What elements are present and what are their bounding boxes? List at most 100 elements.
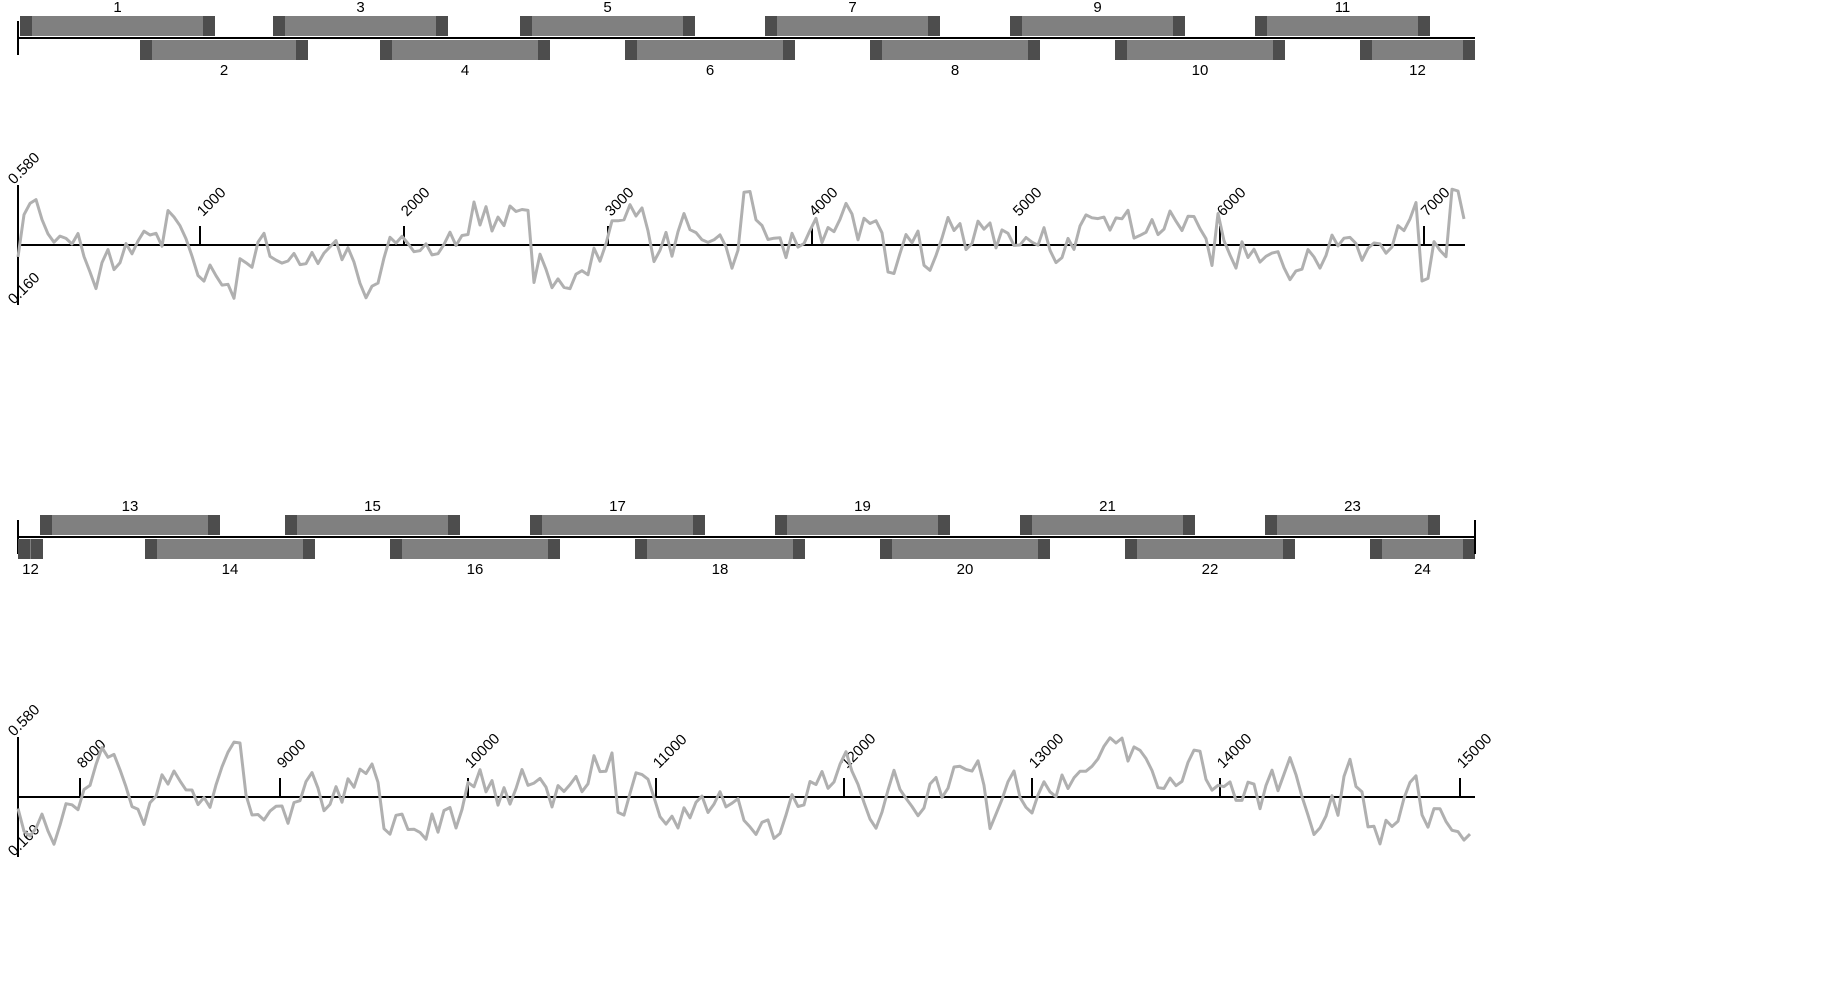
exon-label: 20 <box>957 561 974 578</box>
xtick-label: 10000 <box>462 730 504 772</box>
exon-body <box>530 515 705 535</box>
exon-edge-right <box>436 16 448 36</box>
exon-edge-left <box>1125 539 1137 559</box>
exon-label: 19 <box>854 498 871 515</box>
y-bot-label: 0.160 <box>5 269 44 308</box>
exon-label: 12 <box>22 561 39 578</box>
exon-16: 16 <box>390 539 560 578</box>
exon-edge-left <box>520 16 532 36</box>
exon-edge-left <box>530 515 542 535</box>
exon-17: 17 <box>530 498 705 535</box>
exon-edge-left <box>285 515 297 535</box>
exon-body <box>273 16 448 36</box>
exon-2: 2 <box>140 40 308 79</box>
exon-20: 20 <box>880 539 1050 578</box>
exon-edge-left <box>1370 539 1382 559</box>
exon-label: 13 <box>122 498 139 515</box>
signal-2: 0.5800.160800090001000011000120001300014… <box>5 701 1496 860</box>
exon-edge-right <box>1273 40 1285 60</box>
exon-body <box>775 515 950 535</box>
exon-edge-right <box>1428 515 1440 535</box>
exon-label: 24 <box>1414 561 1431 578</box>
exon-edge-right <box>538 40 550 60</box>
xtick-label: 15000 <box>1454 730 1496 772</box>
signal-line <box>18 189 1464 298</box>
exon-edge-left <box>1115 40 1127 60</box>
exon-label: 1 <box>113 0 121 16</box>
exon-24: 24 <box>1370 539 1475 578</box>
signal-1: 0.5800.1601000200030004000500060007000 <box>5 149 1465 308</box>
exon-label: 11 <box>1335 0 1351 16</box>
exon-10: 10 <box>1115 40 1285 79</box>
exon-edge-left <box>870 40 882 60</box>
exon-label: 16 <box>467 561 484 578</box>
exon-label: 23 <box>1344 498 1361 515</box>
exon-label: 10 <box>1192 62 1209 79</box>
exon-edge-right <box>1028 40 1040 60</box>
exon-track-1: 123456789101112 <box>18 0 1475 79</box>
exon-label: 14 <box>222 561 239 578</box>
exon-body <box>40 515 220 535</box>
xtick-label: 11000 <box>650 731 691 772</box>
exon-edge-right <box>693 515 705 535</box>
exon-13: 13 <box>40 498 220 535</box>
xtick-label: 7000 <box>1418 184 1454 220</box>
exon-track-2: 12 13 14 15 16 17 18 19 20 21 22 23 24 <box>18 498 1475 578</box>
exon-edge-left <box>1020 515 1032 535</box>
exon-edge-right <box>448 515 460 535</box>
xtick-label: 4000 <box>806 184 842 220</box>
exon-edge-right <box>1183 515 1195 535</box>
exon-edge-left <box>1360 40 1372 60</box>
xtick-label: 14000 <box>1214 730 1256 772</box>
exon-label: 21 <box>1099 498 1116 515</box>
exon-label: 18 <box>712 561 729 578</box>
exon-edge-left <box>775 515 787 535</box>
exon-3: 3 <box>273 0 448 36</box>
exon-8: 8 <box>870 40 1040 79</box>
xtick-label: 1000 <box>194 184 230 220</box>
exon-edge-left <box>635 539 647 559</box>
exon-6: 6 <box>625 40 795 79</box>
exon-23: 23 <box>1265 498 1440 535</box>
exon-edge-right <box>783 40 795 60</box>
exon-edge-right <box>548 539 560 559</box>
xtick-label: 13000 <box>1026 730 1068 772</box>
exon-label: 12 <box>1409 62 1426 79</box>
exon-body <box>20 16 215 36</box>
exon-edge-left <box>380 40 392 60</box>
exon-15: 15 <box>285 498 460 535</box>
exon-22: 22 <box>1125 539 1295 578</box>
exon-edge-left <box>1010 16 1022 36</box>
exon-edge-right <box>203 16 215 36</box>
xtick-label: 9000 <box>274 736 310 772</box>
exon-body <box>140 40 308 60</box>
exon-9: 9 <box>1010 0 1185 36</box>
exon-body <box>1370 539 1475 559</box>
xtick-label: 8000 <box>74 736 110 772</box>
exon-label: 5 <box>603 0 611 16</box>
exon-edge-right <box>208 515 220 535</box>
exon-label: 17 <box>609 498 626 515</box>
exon-body <box>1125 539 1295 559</box>
exon-body <box>285 515 460 535</box>
exon-body <box>1360 40 1475 60</box>
exon-14: 14 <box>145 539 315 578</box>
exon-edge-right <box>793 539 805 559</box>
exon-edge-left <box>880 539 892 559</box>
xtick-label: 5000 <box>1010 184 1046 220</box>
y-top-label: 0.580 <box>5 149 44 188</box>
exon-7: 7 <box>765 0 940 36</box>
signal-line <box>18 738 1470 844</box>
exon-edge-right <box>1038 539 1050 559</box>
exon-body <box>380 40 550 60</box>
exon-19: 19 <box>775 498 950 535</box>
exon-label: 22 <box>1202 561 1219 578</box>
exon-body <box>520 16 695 36</box>
exon-edge-right <box>1463 40 1475 60</box>
exon-body <box>870 40 1040 60</box>
exon-edge-left <box>1265 515 1277 535</box>
exon-body <box>880 539 1050 559</box>
exon-label: 6 <box>706 62 714 79</box>
exon-label: 4 <box>461 62 469 79</box>
exon-edge-right <box>303 539 315 559</box>
